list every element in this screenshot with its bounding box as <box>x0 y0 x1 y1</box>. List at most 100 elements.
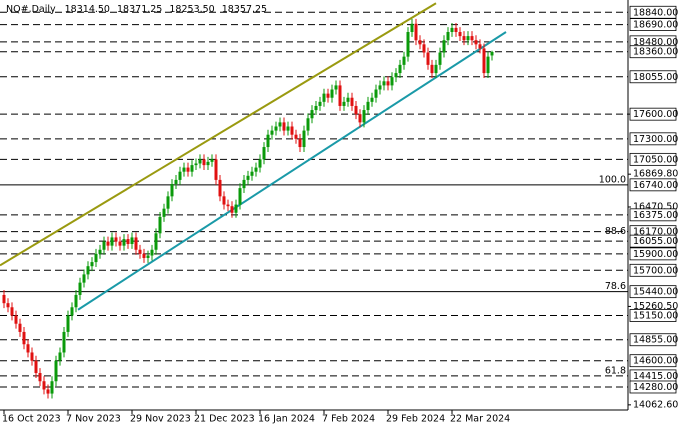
candle-body <box>82 274 86 283</box>
candle-body <box>442 40 446 53</box>
candle-body <box>10 307 14 316</box>
candle-body <box>258 159 262 168</box>
candle-body <box>478 44 482 49</box>
candle-body <box>422 44 426 53</box>
candle-body <box>138 249 142 254</box>
level-label-box <box>629 309 677 322</box>
y-tick-label: 16869.80 <box>633 169 678 180</box>
candle-body <box>206 161 210 166</box>
level-label: 16740.00 <box>633 180 678 191</box>
candles <box>2 18 494 399</box>
candle-body <box>386 81 390 86</box>
level-label-box <box>629 178 677 192</box>
candle-body <box>270 130 274 135</box>
x-tick-label: 16 Jan 2024 <box>258 414 315 425</box>
y-tick-label: 16470.50 <box>633 201 678 212</box>
level-label-box <box>629 263 677 277</box>
candle-body <box>158 216 162 234</box>
candle-body <box>486 56 490 74</box>
level-label: 16055.00 <box>633 236 678 247</box>
candle-body <box>22 331 26 345</box>
candle-body <box>26 344 30 353</box>
candle-body <box>438 52 442 65</box>
level-label: 18055.00 <box>633 72 678 83</box>
candle-body <box>186 167 190 172</box>
candle-body <box>86 266 90 275</box>
level-label-box <box>629 285 677 299</box>
candle-body <box>6 303 10 308</box>
candle-body <box>234 204 238 213</box>
candle-body <box>62 331 66 353</box>
candle-body <box>130 237 134 245</box>
candle-body <box>402 56 406 65</box>
candle-body <box>314 105 318 111</box>
level-label-box <box>629 18 677 31</box>
level-label-box <box>629 354 677 368</box>
candle-body <box>126 239 130 245</box>
candle-body <box>474 40 478 45</box>
candle-body <box>278 122 282 127</box>
level-label: 17600.00 <box>633 109 678 120</box>
x-tick-label: 22 Mar 2024 <box>450 414 510 425</box>
candle-body <box>174 179 178 185</box>
level-label-box <box>629 70 677 84</box>
candle-body <box>58 352 62 361</box>
x-tick-label: 21 Dec 2023 <box>194 414 255 425</box>
candle-body <box>274 126 278 131</box>
level-label: 18690.00 <box>633 20 678 31</box>
candle-body <box>74 294 78 308</box>
candle-body <box>446 31 450 41</box>
x-tick-label: 29 Feb 2024 <box>386 414 445 425</box>
level-label-box <box>629 132 677 146</box>
candle-body <box>230 206 234 213</box>
candle-body <box>450 27 454 32</box>
level-label: 17300.00 <box>633 134 678 145</box>
candle-body <box>458 31 462 37</box>
candle-body <box>366 101 370 111</box>
x-tick-label: 7 Feb 2024 <box>322 414 375 425</box>
candle-body <box>434 64 438 74</box>
candle-body <box>194 163 198 166</box>
level-label: 18840.00 <box>633 7 678 18</box>
candle-body <box>190 165 194 172</box>
x-tick-label: 7 Nov 2023 <box>66 414 121 425</box>
level-label: 15900.00 <box>633 249 678 260</box>
candle-body <box>78 282 82 295</box>
level-label: 14600.00 <box>633 356 678 367</box>
candle-body <box>146 255 150 258</box>
level-label: 18360.00 <box>633 47 678 58</box>
candle-body <box>398 64 402 74</box>
y-tick-label: 14062.60 <box>633 399 678 410</box>
candle-body <box>354 105 358 115</box>
level-label: 14855.00 <box>633 335 678 346</box>
candle-body <box>210 159 214 162</box>
trendline <box>77 31 507 311</box>
candle-body <box>326 93 330 98</box>
candle-body <box>202 159 206 166</box>
candle-body <box>406 31 410 57</box>
x-tick-label: 16 Oct 2023 <box>2 414 61 425</box>
level-label: 18480.00 <box>633 37 678 48</box>
candle-body <box>94 253 98 263</box>
level-label: 15150.00 <box>633 310 678 321</box>
candle-body <box>482 48 486 74</box>
candle-body <box>394 73 398 78</box>
candle-body <box>46 389 50 394</box>
level-label-box <box>629 380 677 394</box>
candle-body <box>154 233 158 250</box>
candle-body <box>38 373 42 382</box>
candle-body <box>18 323 22 332</box>
candle-body <box>242 179 246 189</box>
candle-body <box>470 36 474 41</box>
candle-body <box>334 85 338 90</box>
candle-body <box>310 110 314 119</box>
level-label: 17050.00 <box>633 154 678 165</box>
header-close: 18357.25 <box>222 4 267 15</box>
candle-body <box>214 159 218 180</box>
candle-body <box>262 147 266 160</box>
candle-body <box>286 126 290 131</box>
header-low: 18253.50 <box>169 4 214 15</box>
trendlines <box>0 2 507 311</box>
candle-body <box>102 241 106 250</box>
